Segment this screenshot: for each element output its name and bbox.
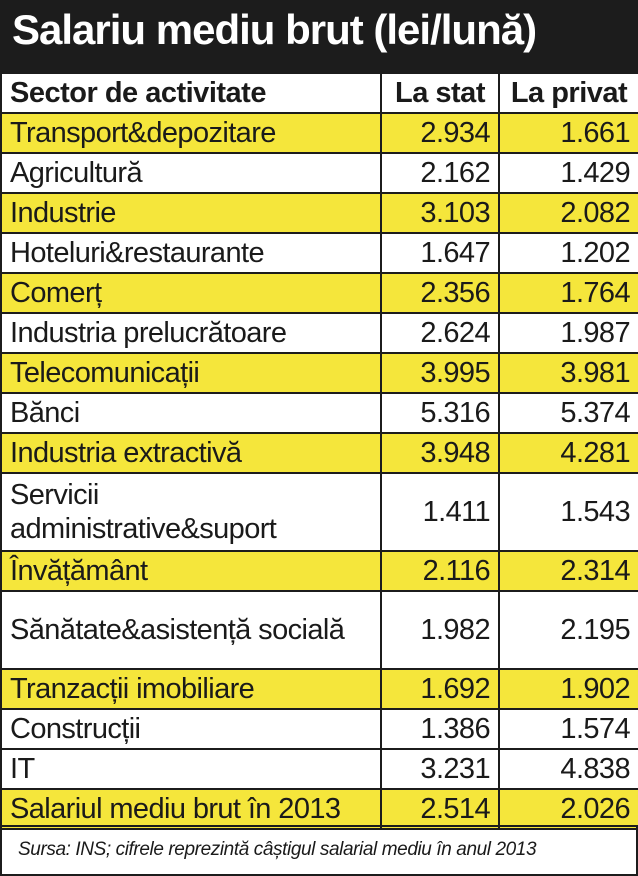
privat-cell: 1.429 bbox=[498, 152, 638, 194]
sector-cell: Telecomunicații bbox=[0, 352, 382, 394]
sector-cell: Bănci bbox=[0, 392, 382, 434]
stat-cell: 2.356 bbox=[380, 272, 500, 314]
sector-cell: Comerț bbox=[0, 272, 382, 314]
sector-cell: Construcții bbox=[0, 708, 382, 750]
sector-cell: Sănătate&asistență socială bbox=[0, 590, 382, 670]
stat-cell: 3.231 bbox=[380, 748, 500, 790]
table-row: Servicii administrative&suport 1.411 1.5… bbox=[0, 472, 638, 552]
sector-cell: Salariul mediu brut în 2013 bbox=[0, 788, 382, 830]
privat-cell: 2.082 bbox=[498, 192, 638, 234]
sector-cell: Tranzacții imobiliare bbox=[0, 668, 382, 710]
stat-cell: 1.647 bbox=[380, 232, 500, 274]
table-row: Hoteluri&restaurante 1.647 1.202 bbox=[0, 232, 638, 274]
privat-cell: 1.661 bbox=[498, 112, 638, 154]
sector-cell: Servicii administrative&suport bbox=[0, 472, 382, 552]
stat-cell: 3.103 bbox=[380, 192, 500, 234]
privat-cell: 2.195 bbox=[498, 590, 638, 670]
privat-cell: 1.543 bbox=[498, 472, 638, 552]
privat-cell: 1.574 bbox=[498, 708, 638, 750]
header-sector: Sector de activitate bbox=[0, 72, 382, 114]
header-privat: La privat bbox=[498, 72, 638, 114]
sector-cell: Agricultură bbox=[0, 152, 382, 194]
table-row: Comerț 2.356 1.764 bbox=[0, 272, 638, 314]
privat-cell: 1.902 bbox=[498, 668, 638, 710]
table-row: Transport&depozitare 2.934 1.661 bbox=[0, 112, 638, 154]
sector-cell: Industria prelucrătoare bbox=[0, 312, 382, 354]
stat-cell: 1.386 bbox=[380, 708, 500, 750]
privat-cell: 2.026 bbox=[498, 788, 638, 830]
privat-cell: 5.374 bbox=[498, 392, 638, 434]
sector-cell: Transport&depozitare bbox=[0, 112, 382, 154]
stat-cell: 3.948 bbox=[380, 432, 500, 474]
title-bar: Salariu mediu brut (lei/lună) bbox=[0, 0, 638, 72]
stat-cell: 1.982 bbox=[380, 590, 500, 670]
sector-cell: Hoteluri&restaurante bbox=[0, 232, 382, 274]
page-title: Salariu mediu brut (lei/lună) bbox=[12, 6, 537, 53]
table-row: Tranzacții imobiliare 1.692 1.902 bbox=[0, 668, 638, 710]
sector-cell: Învățământ bbox=[0, 550, 382, 592]
stat-cell: 2.514 bbox=[380, 788, 500, 830]
table-row: Construcții 1.386 1.574 bbox=[0, 708, 638, 750]
table-row: Agricultură 2.162 1.429 bbox=[0, 152, 638, 194]
stat-cell: 1.411 bbox=[380, 472, 500, 552]
privat-cell: 2.314 bbox=[498, 550, 638, 592]
header-stat: La stat bbox=[380, 72, 500, 114]
stat-cell: 5.316 bbox=[380, 392, 500, 434]
table-row: Salariul mediu brut în 2013 2.514 2.026 bbox=[0, 788, 638, 830]
privat-cell: 1.987 bbox=[498, 312, 638, 354]
stat-cell: 1.692 bbox=[380, 668, 500, 710]
sector-cell: Industrie bbox=[0, 192, 382, 234]
privat-cell: 4.838 bbox=[498, 748, 638, 790]
table-header-row: Sector de activitate La stat La privat bbox=[0, 72, 638, 114]
privat-cell: 1.202 bbox=[498, 232, 638, 274]
table-row: Învățământ 2.116 2.314 bbox=[0, 550, 638, 592]
privat-cell: 4.281 bbox=[498, 432, 638, 474]
stat-cell: 3.995 bbox=[380, 352, 500, 394]
table-row: Sănătate&asistență socială 1.982 2.195 bbox=[0, 590, 638, 670]
table-row: Industria prelucrătoare 2.624 1.987 bbox=[0, 312, 638, 354]
table-row: IT 3.231 4.838 bbox=[0, 748, 638, 790]
stat-cell: 2.162 bbox=[380, 152, 500, 194]
sector-cell: Industria extractivă bbox=[0, 432, 382, 474]
stat-cell: 2.116 bbox=[380, 550, 500, 592]
privat-cell: 3.981 bbox=[498, 352, 638, 394]
source-note: Sursa: INS; cifrele reprezintă câștigul … bbox=[0, 825, 638, 876]
table-row: Telecomunicații 3.995 3.981 bbox=[0, 352, 638, 394]
table-row: Bănci 5.316 5.374 bbox=[0, 392, 638, 434]
salary-table: Sector de activitate La stat La privat T… bbox=[0, 72, 638, 830]
table-row: Industria extractivă 3.948 4.281 bbox=[0, 432, 638, 474]
stat-cell: 2.624 bbox=[380, 312, 500, 354]
sector-cell: IT bbox=[0, 748, 382, 790]
stat-cell: 2.934 bbox=[380, 112, 500, 154]
table-row: Industrie 3.103 2.082 bbox=[0, 192, 638, 234]
privat-cell: 1.764 bbox=[498, 272, 638, 314]
